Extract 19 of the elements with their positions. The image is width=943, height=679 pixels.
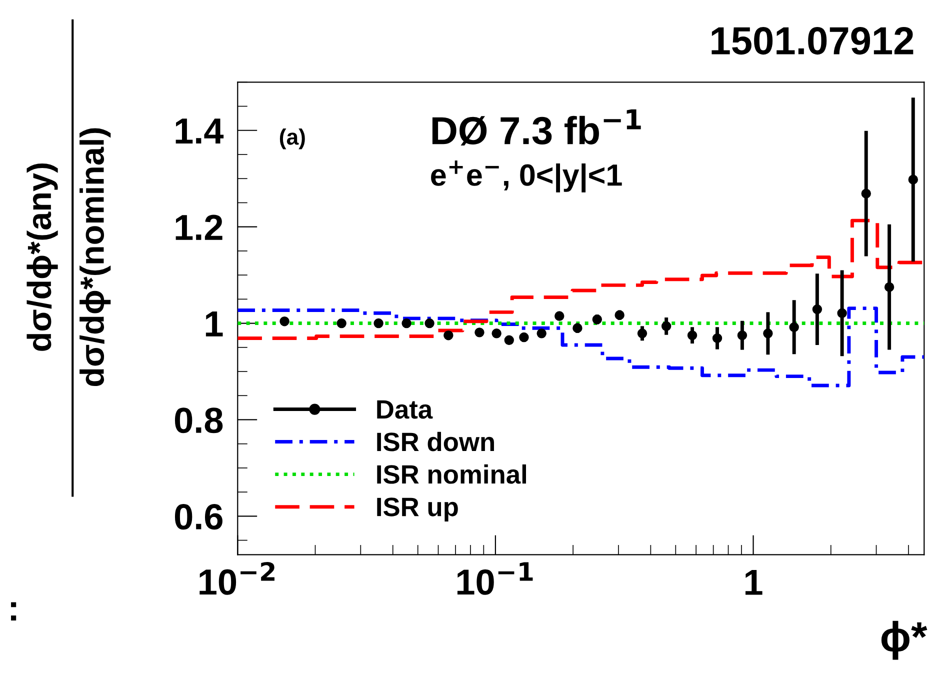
x-tick-label: 10$^{−1}$: [457, 562, 533, 595]
annotation: e$^{+}$e$^{−}$, 0<|y|<1: [431, 160, 622, 192]
legend-label: Data: [377, 400, 433, 419]
x-tick-label: 1: [746, 570, 762, 595]
y-tick-label: 0.6: [174, 504, 222, 530]
y-tick-label: 1.2: [176, 214, 222, 240]
y-tick-label: 0.8: [174, 408, 223, 434]
legend-label: ISR down: [377, 432, 494, 452]
legend-label: ISR up: [377, 498, 458, 522]
y-axis-title: dσ/dϕ*(any) dσ/dϕ*(nominal): [26, 128, 111, 386]
legend-label: ISR nominal: [377, 464, 526, 484]
x-tick-label: 10$^{−2}$: [200, 562, 274, 595]
text: :: [11, 602, 16, 620]
y-tick-label: 1: [206, 312, 223, 336]
text: 1501.07912: [712, 27, 914, 55]
annotation: (a): [280, 128, 305, 150]
x-axis-title: ϕ*: [881, 620, 928, 660]
y-tick-label: 1.4: [176, 118, 224, 144]
annotation: DØ 7.3 fb$^{−1}$: [432, 109, 641, 146]
